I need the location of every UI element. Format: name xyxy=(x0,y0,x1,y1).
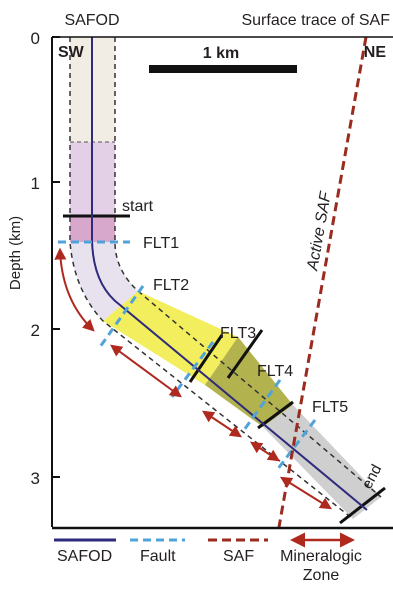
zone-arrow-1 xyxy=(54,247,95,332)
zone-arrow-4 xyxy=(249,441,281,462)
start-label: start xyxy=(122,198,154,215)
zone-boundary-olive-top2 xyxy=(226,329,264,379)
fault-flt4 xyxy=(242,379,282,431)
safod-trace xyxy=(91,37,368,511)
zone-grey xyxy=(263,405,381,519)
y-tick-label-3: 3 xyxy=(31,469,40,488)
legend-safod-label: SAFOD xyxy=(57,548,112,565)
y-tick-label-0: 0 xyxy=(31,29,40,48)
active-saf-line xyxy=(277,36,368,528)
fault-label-flt5: FLT5 xyxy=(312,399,348,416)
legend-zone-label-line2: Zone xyxy=(303,567,340,584)
saf-surface-title: Surface trace of SAF xyxy=(241,12,390,29)
legend-zone-label-line1: Mineralogic xyxy=(280,548,362,565)
legend-fault-label: Fault xyxy=(140,548,176,565)
fault-label-flt4: FLT4 xyxy=(257,363,293,380)
legend-saf-label: SAF xyxy=(223,548,254,565)
y-tick-label-1: 1 xyxy=(31,174,40,193)
fault-label-flt1: FLT1 xyxy=(143,235,179,252)
zone-arrow-5 xyxy=(279,476,333,510)
y-tick-label-2: 2 xyxy=(31,321,40,340)
zone-boundary-olive-top xyxy=(188,334,224,383)
borehole-outline-right xyxy=(114,37,382,498)
y-axis-label: Depth (km) xyxy=(7,216,24,290)
corner-label-ne: NE xyxy=(364,44,387,61)
borehole-outline-left xyxy=(69,37,354,520)
zone-arrow-2 xyxy=(110,344,182,398)
scale-bar-label: 1 km xyxy=(203,45,239,62)
zone-arrow-3 xyxy=(202,410,242,438)
fault-label-flt3: FLT3 xyxy=(220,325,256,342)
safod-title: SAFOD xyxy=(64,12,119,29)
fault-label-flt2: FLT2 xyxy=(153,277,189,294)
scale-bar xyxy=(149,65,297,73)
fault-flt5 xyxy=(275,419,317,471)
corner-label-sw: SW xyxy=(58,44,85,61)
